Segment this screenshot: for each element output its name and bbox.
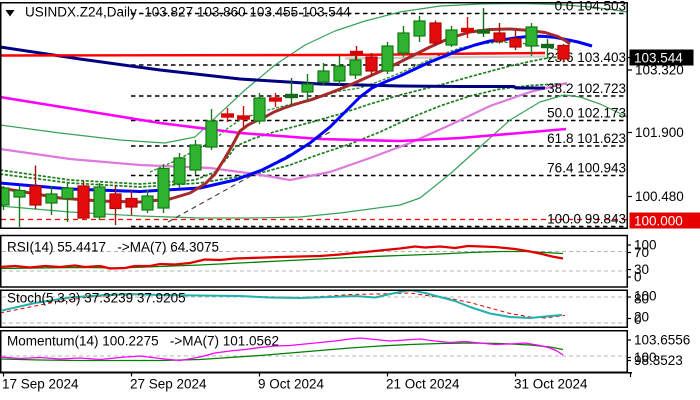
svg-text:USINDX.Z24,Daily 103.827 103.: USINDX.Z24,Daily 103.827 103.860 103.455… (25, 5, 351, 20)
svg-text:103.544: 103.544 (634, 51, 683, 66)
svg-text:80: 80 (634, 292, 649, 307)
svg-text:RSI(14) 55.4417 ->MA(7) 64.3: RSI(14) 55.4417 ->MA(7) 64.3075 (7, 240, 219, 255)
svg-text:100: 100 (634, 238, 657, 253)
svg-text:27 Sep 2024: 27 Sep 2024 (130, 377, 207, 392)
svg-text:103.320: 103.320 (635, 63, 684, 78)
svg-text:Momentum(14) 100.2275 ->MA(7: Momentum(14) 100.2275 ->MA(7) 101.0562 (7, 334, 279, 349)
svg-text:103.6556: 103.6556 (634, 333, 690, 348)
svg-text:17 Sep 2024: 17 Sep 2024 (2, 377, 79, 392)
svg-text:61.8 101.623: 61.8 101.623 (547, 131, 626, 146)
svg-text:76.4 100.943: 76.4 100.943 (547, 160, 626, 175)
svg-text:100: 100 (634, 289, 657, 304)
svg-text:Stoch(5,3,3) 37.3239 37.9205: Stoch(5,3,3) 37.3239 37.9205 (7, 291, 186, 306)
svg-text:0.0 104.503: 0.0 104.503 (555, 0, 626, 13)
svg-text:100: 100 (634, 350, 657, 365)
svg-text:31 Oct 2024: 31 Oct 2024 (514, 377, 588, 392)
svg-text:30: 30 (634, 262, 649, 277)
svg-text:38.2 102.723: 38.2 102.723 (547, 81, 626, 96)
svg-text:100.000: 100.000 (634, 214, 683, 229)
svg-text:0: 0 (634, 270, 642, 285)
svg-text:100.480: 100.480 (635, 189, 684, 204)
svg-text:21 Oct 2024: 21 Oct 2024 (386, 377, 460, 392)
svg-text:101.900: 101.900 (635, 125, 684, 140)
svg-text:70: 70 (634, 245, 649, 260)
svg-text:98.3523: 98.3523 (634, 353, 683, 368)
svg-text:9 Oct 2024: 9 Oct 2024 (258, 377, 325, 392)
svg-text:50.0 102.173: 50.0 102.173 (547, 105, 626, 120)
svg-text:0: 0 (634, 312, 642, 327)
svg-text:20: 20 (634, 310, 649, 325)
svg-text:100.0 99.843: 100.0 99.843 (547, 211, 626, 226)
